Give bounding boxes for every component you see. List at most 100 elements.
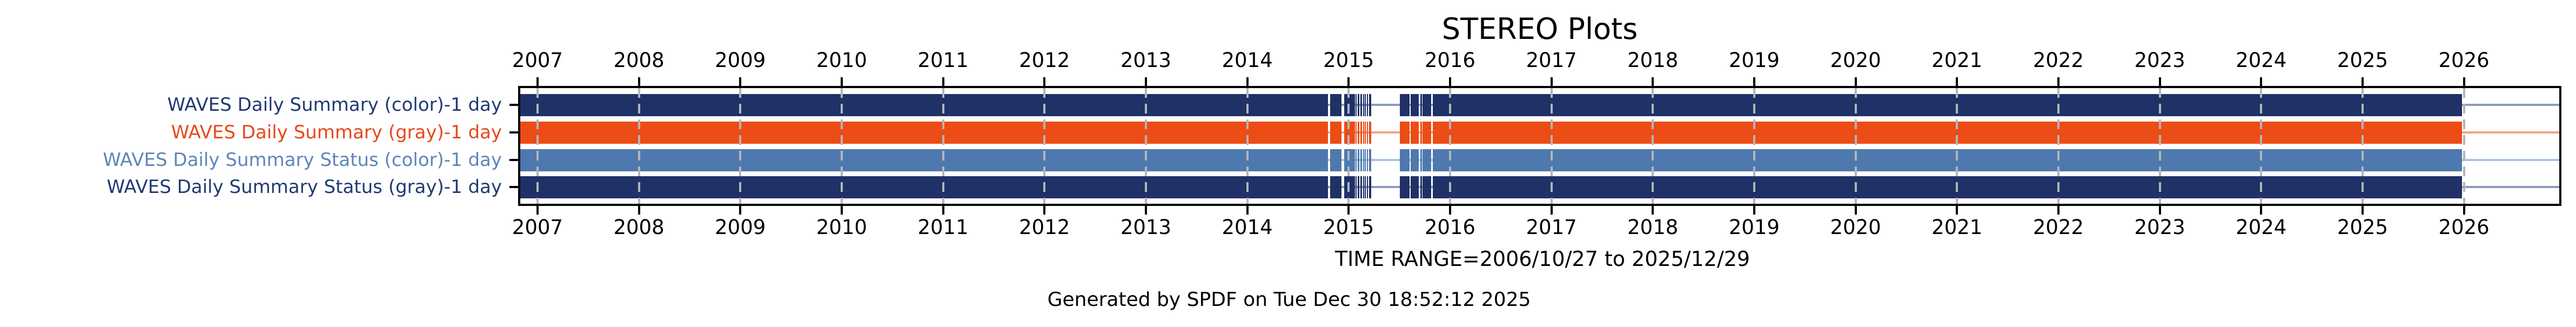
availability-bar-segment [1369,149,1372,171]
bottom-year-label: 2009 [715,216,766,239]
bottom-axis-tick [1854,206,1857,215]
bottom-year-label: 2013 [1120,216,1171,239]
availability-bar-segment [1363,176,1364,198]
top-year-label: 2025 [2337,49,2388,72]
availability-bar-segment [1411,176,1419,198]
availability-bar-segment [520,94,1328,116]
availability-bar-segment [1364,94,1366,116]
top-year-label: 2010 [816,49,867,72]
bottom-axis-tick [1956,206,1958,215]
availability-bar-segment [1358,149,1360,171]
generated-by-label: Generated by SPDF on Tue Dec 30 18:52:12… [1047,289,1531,311]
availability-bar-segment [1363,94,1364,116]
top-axis-tick [1753,77,1755,86]
availability-bar-segment [1360,176,1362,198]
availability-bar-segment [520,149,1328,171]
year-gridline [1854,88,1857,204]
year-gridline [942,88,944,204]
availability-bar-segment [1358,176,1360,198]
top-year-label: 2020 [1830,49,1881,72]
year-gridline [638,88,640,204]
availability-bar-segment [1369,94,1372,116]
availability-bar-segment [1411,149,1419,171]
bottom-year-label: 2019 [1728,216,1780,239]
year-gridline [1246,88,1249,204]
availability-bar-segment [1367,94,1369,116]
year-gridline [1652,88,1654,204]
bottom-year-label: 2025 [2337,216,2388,239]
year-gridline [536,88,539,204]
availability-bar-segment [1420,149,1423,171]
availability-bar-segment [1360,149,1362,171]
availability-bar-segment [1363,122,1364,144]
bottom-axis-tick [1753,206,1755,215]
top-year-label: 2015 [1323,49,1374,72]
bottom-axis-tick [942,206,944,215]
bottom-year-label: 2023 [2134,216,2185,239]
top-axis-tick [840,77,843,86]
availability-bar-segment [1369,122,1372,144]
availability-bar-segment [1423,149,1432,171]
top-axis-tick [1550,77,1553,86]
top-year-label: 2016 [1424,49,1475,72]
top-year-label: 2018 [1627,49,1679,72]
bottom-axis-tick [1144,206,1147,215]
top-axis-tick [2158,77,2161,86]
top-axis-tick [2057,77,2060,86]
availability-bar-segment [1356,176,1357,198]
top-year-label: 2017 [1526,49,1577,72]
bottom-year-label: 2012 [1019,216,1070,239]
bottom-year-label: 2010 [816,216,867,239]
availability-bar-segment [1356,149,1357,171]
availability-bar-segment [1364,176,1366,198]
top-axis-tick [536,77,539,86]
top-axis-tick [1043,77,1046,86]
bottom-year-label: 2017 [1526,216,1577,239]
top-year-label: 2012 [1019,49,1070,72]
availability-bar-segment [1330,122,1342,144]
top-year-label: 2008 [613,49,665,72]
bottom-year-label: 2026 [2438,216,2490,239]
top-year-label: 2021 [1931,49,1983,72]
top-axis-tick [1956,77,1958,86]
top-year-label: 2022 [2032,49,2084,72]
availability-bar-segment [1420,94,1423,116]
top-axis-tick [942,77,944,86]
top-year-label: 2019 [1728,49,1780,72]
row-label: WAVES Daily Summary Status (gray)-1 day [106,176,502,198]
availability-bar-segment [1420,122,1423,144]
top-axis-tick [2361,77,2364,86]
bottom-axis-tick [638,206,640,215]
availability-bar-segment [1423,94,1432,116]
availability-bar-segment [1420,176,1423,198]
availability-bar-segment [1330,149,1342,171]
availability-bar-segment [1400,94,1410,116]
time-range-label: TIME RANGE=2006/10/27 to 2025/12/29 [1334,247,1750,271]
row-label: WAVES Daily Summary (color)-1 day [167,94,502,116]
year-gridline [739,88,742,204]
availability-bar-segment [1364,122,1366,144]
availability-bar-segment [1358,94,1360,116]
year-gridline [2057,88,2060,204]
top-year-label: 2024 [2236,49,2287,72]
top-year-label: 2011 [917,49,969,72]
availability-bar-segment [1358,122,1360,144]
availability-bar-segment [1330,176,1342,198]
bottom-year-label: 2016 [1424,216,1475,239]
bottom-year-label: 2018 [1627,216,1679,239]
row-labels: WAVES Daily Summary (color)-1 day WAVES D… [0,0,519,327]
availability-bar-segment [1367,122,1369,144]
availability-bar-segment [1423,122,1432,144]
availability-bar-segment [1363,149,1364,171]
bottom-axis-tick [1043,206,1046,215]
row-label: WAVES Daily Summary (gray)-1 day [171,122,502,143]
bottom-axis-tick [1347,206,1350,215]
year-gridline [1550,88,1553,204]
top-axis-tick [739,77,742,86]
availability-bar-segment [1369,176,1372,198]
year-gridline [2260,88,2263,204]
top-axis-tick [1448,77,1451,86]
bottom-year-label: 2024 [2236,216,2287,239]
bottom-axis-tick [1652,206,1654,215]
availability-bar-segment [1432,94,2463,116]
